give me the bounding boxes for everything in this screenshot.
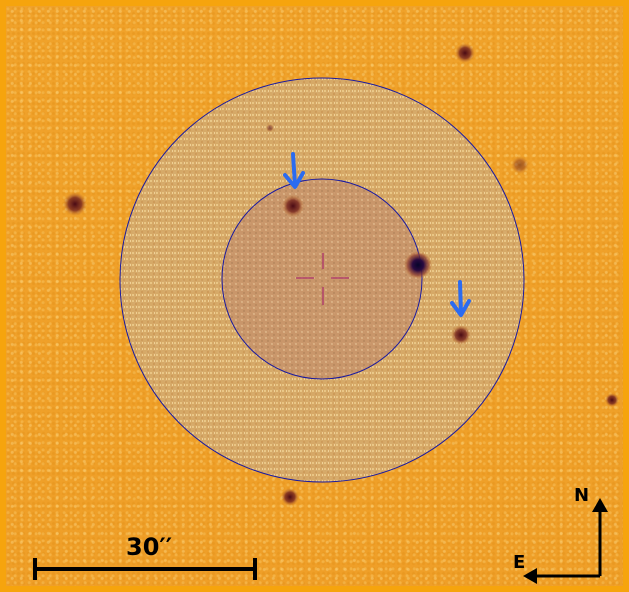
star-source bbox=[266, 124, 274, 132]
compass bbox=[523, 498, 608, 584]
star-source bbox=[282, 195, 304, 217]
star-source bbox=[455, 43, 475, 63]
crosshair bbox=[296, 253, 349, 305]
arrow-icon bbox=[450, 280, 471, 317]
star-source bbox=[605, 393, 619, 407]
compass-east-label: E bbox=[513, 552, 526, 573]
star-source bbox=[63, 192, 87, 216]
star-source bbox=[511, 156, 529, 174]
inner-aperture bbox=[221, 178, 423, 380]
star-source bbox=[281, 488, 299, 506]
scale-bar bbox=[33, 558, 257, 580]
star-source bbox=[451, 325, 471, 345]
compass-north-label: N bbox=[574, 485, 590, 506]
scale-bar-label: 30′′ bbox=[126, 533, 173, 561]
arrow-icon bbox=[283, 152, 305, 189]
bright-star-source bbox=[404, 251, 432, 279]
